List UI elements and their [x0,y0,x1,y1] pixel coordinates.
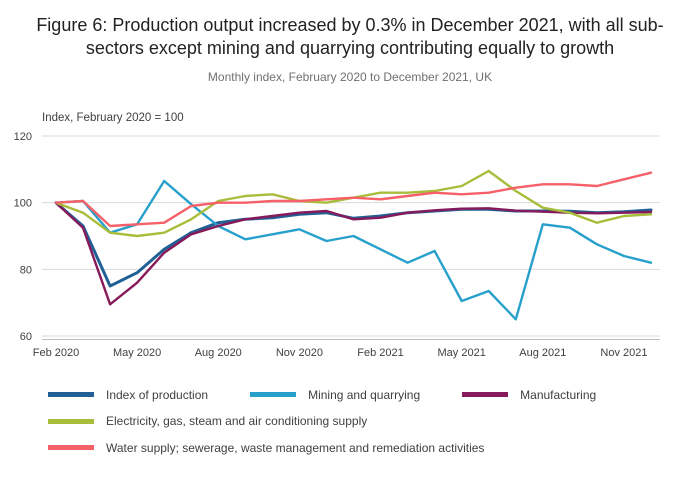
x-tick-label: Feb 2021 [357,347,403,359]
legend-item: Electricity, gas, steam and air conditio… [48,414,367,428]
legend-swatch [462,392,509,398]
y-axis-unit-label: Index, February 2020 = 100 [42,111,184,124]
legend-swatch [48,445,94,451]
y-tick-label: 60 [20,331,32,343]
x-tick-label: Aug 2021 [519,347,566,359]
series-line-1 [54,179,653,321]
line-chart-canvas: 60 80 100 120 Feb 2020 May 2020 Aug 2020 Nov 20… [14,131,660,359]
legend-label: Electricity, gas, steam and air conditio… [106,414,368,429]
y-tick-label: 100 [14,197,32,209]
chart-area: Index, February 2020 = 100 60 80 100 120 Feb… [0,112,700,368]
series-line-2 [54,201,653,306]
legend-item: Mining and quarrying [250,388,420,402]
legend-swatch [250,392,297,398]
legend-swatch [48,418,94,424]
x-tick-label: May 2020 [113,347,161,359]
x-tick-label: May 2021 [438,347,486,359]
legend-label: Manufacturing [520,387,597,402]
x-tick-label: Aug 2020 [195,347,242,359]
chart-legend: Index of production Mining and quarrying M… [48,388,688,455]
y-tick-label: 120 [14,131,32,143]
series-line-4 [54,171,653,227]
legend-item: Index of production [48,388,208,402]
legend-item: Water supply; sewerage, waste management… [48,441,484,455]
x-tick-label: Feb 2020 [33,347,79,359]
legend-swatch [48,392,94,398]
legend-item: Manufacturing [462,388,596,402]
chart-title: Figure 6: Production output increased by… [36,15,664,59]
chart-subtitle: Monthly index, February 2020 to December… [207,69,493,84]
legend-label: Mining and quarrying [308,387,421,402]
y-tick-label: 80 [20,264,32,276]
legend-label: Water supply; sewerage, waste management… [106,440,485,455]
x-tick-label: Nov 2021 [600,347,647,359]
x-tick-label: Nov 2020 [276,347,323,359]
legend-label: Index of production [106,387,209,402]
chart-header: Figure 6: Production output increased by… [0,0,700,84]
